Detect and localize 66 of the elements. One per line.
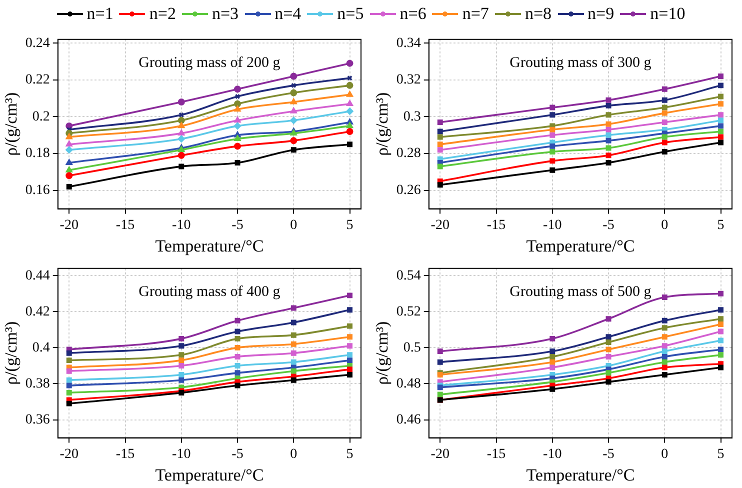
x-tick-label: -10 xyxy=(543,218,562,233)
x-tick-label: -10 xyxy=(172,446,191,462)
y-tick-label: 0.2 xyxy=(32,109,50,124)
x-axis-title: Temperature/°C xyxy=(155,236,264,256)
x-tick-label: -15 xyxy=(486,218,506,233)
y-tick-label: 0.38 xyxy=(25,376,50,392)
legend-label: n=9 xyxy=(588,4,614,24)
x-axis-title: Temperature/°C xyxy=(526,465,635,484)
y-axis-title: ρ/(g/cm³) xyxy=(372,92,392,156)
x-tick-label: 0 xyxy=(290,218,298,233)
y-tick-label: 0.42 xyxy=(25,304,50,320)
y-axis-title: ρ/(g/cm³) xyxy=(372,321,392,385)
x-tick-label: 5 xyxy=(717,446,724,462)
y-tick-label: 0.36 xyxy=(25,412,50,428)
x-tick-label: -20 xyxy=(430,446,450,462)
y-tick-label: 0.32 xyxy=(396,72,421,88)
y-tick-label: 0.28 xyxy=(396,146,421,162)
legend-label: n=8 xyxy=(524,4,552,24)
x-tick-label: 5 xyxy=(346,218,354,233)
x-tick-label: -20 xyxy=(430,218,450,233)
y-tick-label: 0.34 xyxy=(396,36,421,51)
x-tick-label: -20 xyxy=(60,218,78,233)
x-axis-title: Temperature/°C xyxy=(526,236,635,256)
x-tick-label: 0 xyxy=(290,446,298,462)
y-tick-label: 0.52 xyxy=(396,304,421,320)
x-tick-label: -5 xyxy=(602,218,614,233)
x-tick-label: -5 xyxy=(232,218,244,233)
legend-label: n=6 xyxy=(400,4,426,24)
x-tick-label: 5 xyxy=(717,218,724,233)
x-tick-label: -5 xyxy=(232,446,244,462)
y-tick-label: 0.3 xyxy=(403,109,421,124)
legend-label: n=3 xyxy=(212,4,239,24)
legend-label: n=1 xyxy=(86,4,114,24)
y-tick-label: 0.24 xyxy=(25,36,50,51)
text: Grouting mass of 200 g xyxy=(138,54,281,71)
legend-label: n=5 xyxy=(337,4,364,24)
x-tick-label: 0 xyxy=(661,446,668,462)
y-tick-label: 0.26 xyxy=(396,183,421,198)
legend-label: n=4 xyxy=(274,4,302,24)
legend-label: n=7 xyxy=(462,4,489,24)
x-tick-label: -5 xyxy=(602,446,614,462)
y-axis-title: ρ/(g/cm³) xyxy=(2,321,21,385)
y-tick-label: 0.48 xyxy=(396,376,421,392)
y-tick-label: 0.4 xyxy=(32,340,50,356)
x-tick-label: -20 xyxy=(60,446,78,462)
y-tick-label: 0.46 xyxy=(396,412,421,428)
y-tick-label: 0.44 xyxy=(25,268,50,284)
x-tick-label: 5 xyxy=(346,446,354,462)
y-axis-title: ρ/(g/cm³) xyxy=(2,92,21,156)
x-tick-label: -15 xyxy=(116,218,135,233)
x-tick-label: -10 xyxy=(172,218,191,233)
legend-label: n=2 xyxy=(149,4,176,24)
x-tick-label: 0 xyxy=(661,218,668,233)
x-axis-title: Temperature/°C xyxy=(155,465,264,484)
y-tick-label: 0.18 xyxy=(25,146,50,162)
x-tick-label: -10 xyxy=(543,446,562,462)
y-tick-label: 0.5 xyxy=(403,340,421,356)
x-tick-label: -15 xyxy=(116,446,135,462)
text: Grouting mass of 400 g xyxy=(138,284,281,300)
legend-label: n=10 xyxy=(650,4,686,24)
text: Grouting mass of 500 g xyxy=(510,284,652,300)
x-tick-label: -15 xyxy=(486,446,506,462)
y-tick-label: 0.22 xyxy=(25,72,50,88)
text: Grouting mass of 300 g xyxy=(510,54,652,71)
y-tick-label: 0.16 xyxy=(25,183,50,198)
y-tick-label: 0.54 xyxy=(396,268,421,284)
